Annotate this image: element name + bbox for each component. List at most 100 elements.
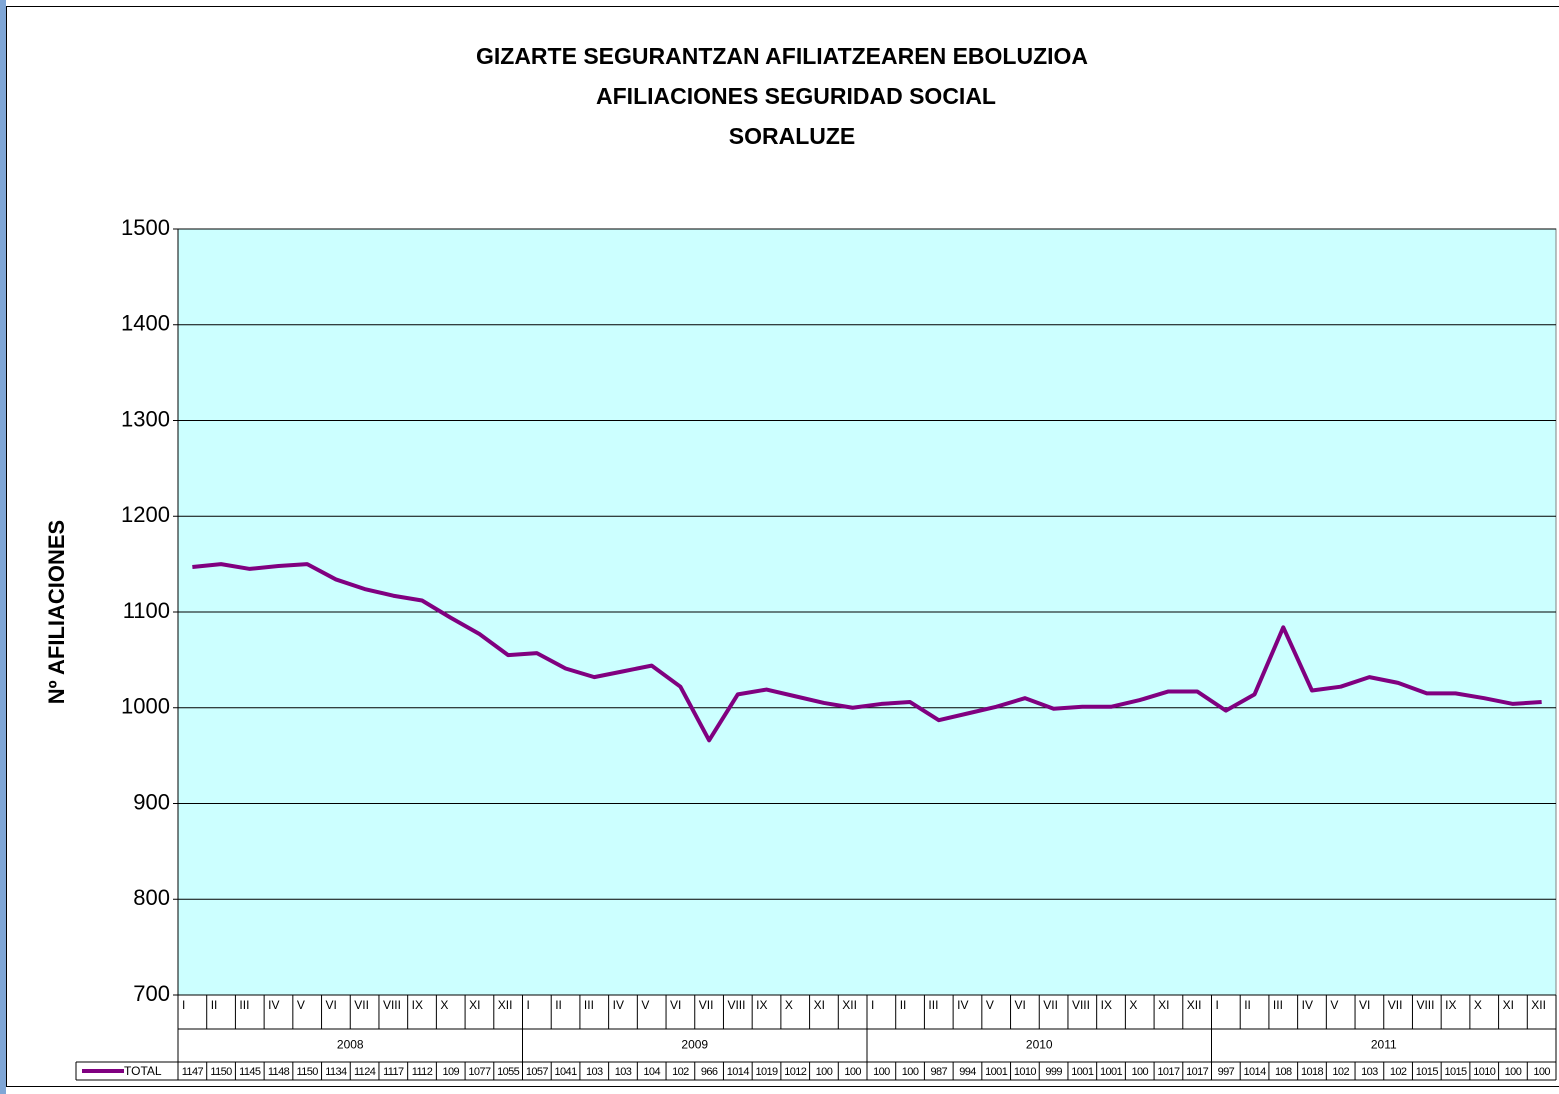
- x-tick-label: I: [182, 998, 185, 1012]
- table-value: 1148: [268, 1066, 290, 1078]
- table-value: 1001: [1071, 1066, 1094, 1078]
- x-tick-label: IV: [957, 998, 968, 1012]
- chart-border: [6, 6, 1559, 1087]
- x-tick-label: XII: [1531, 998, 1546, 1012]
- x-tick-label: V: [1330, 998, 1338, 1012]
- x-tick-label: II: [555, 998, 562, 1012]
- table-value: 1055: [497, 1066, 520, 1078]
- year-label: 2008: [337, 1038, 364, 1052]
- table-value: 1041: [555, 1066, 578, 1078]
- x-tick-label: XI: [1158, 998, 1169, 1012]
- table-value: 1019: [755, 1066, 778, 1078]
- chart-title: SORALUZE: [729, 123, 856, 149]
- x-tick-label: II: [1244, 998, 1251, 1012]
- table-value: 966: [701, 1066, 718, 1078]
- data-line: [192, 562, 1542, 743]
- table-value: 100: [902, 1066, 919, 1078]
- x-tick-label: VI: [1359, 998, 1370, 1012]
- x-tick-label: XII: [842, 998, 857, 1012]
- table-value: 994: [959, 1066, 976, 1078]
- table-value: 103: [615, 1066, 632, 1078]
- x-tick-label: XII: [498, 998, 513, 1012]
- x-tick-label: III: [928, 998, 938, 1012]
- x-tick-label: V: [986, 998, 994, 1012]
- table-value: 1014: [1244, 1066, 1267, 1078]
- table-value: 1117: [383, 1066, 404, 1078]
- x-tick-label: VI: [1015, 998, 1026, 1012]
- table-value: 1010: [1014, 1066, 1037, 1078]
- year-label: 2009: [681, 1038, 708, 1052]
- x-tick-label: X: [1129, 998, 1137, 1012]
- x-tick-label: VIII: [1072, 998, 1090, 1012]
- x-tick-label: XI: [469, 998, 480, 1012]
- table-value: 1017: [1186, 1066, 1209, 1078]
- x-tick-label: IV: [268, 998, 279, 1012]
- legend-label: TOTAL: [124, 1064, 162, 1078]
- x-tick-label: XII: [1187, 998, 1202, 1012]
- x-tick-label: VIII: [383, 998, 401, 1012]
- table-value: 1145: [239, 1066, 261, 1078]
- y-axis-label: Nº AFILIACIONES: [44, 520, 69, 704]
- table-value: 103: [586, 1066, 603, 1078]
- table-value: 100: [1131, 1066, 1148, 1078]
- x-tick-label: X: [440, 998, 448, 1012]
- table-value: 1112: [412, 1066, 433, 1078]
- x-tick-label: V: [297, 998, 305, 1012]
- table-value: 100: [1533, 1066, 1550, 1078]
- x-tick-label: VI: [326, 998, 337, 1012]
- table-value: 109: [442, 1066, 459, 1078]
- y-tick-label: 900: [133, 789, 170, 814]
- table-value: 1010: [1473, 1066, 1496, 1078]
- table-value: 1150: [297, 1066, 319, 1078]
- x-tick-label: VIII: [1416, 998, 1434, 1012]
- y-tick-label: 700: [133, 981, 170, 1006]
- x-tick-label: X: [1474, 998, 1482, 1012]
- chart-title: GIZARTE SEGURANTZAN AFILIATZEAREN EBOLUZ…: [476, 43, 1088, 69]
- table-value: 1001: [985, 1066, 1008, 1078]
- x-tick-label: IX: [756, 998, 767, 1012]
- table-value: 999: [1045, 1066, 1062, 1078]
- table-value: 1134: [325, 1066, 347, 1078]
- x-tick-label: VII: [1388, 998, 1403, 1012]
- table-value: 1150: [210, 1066, 232, 1078]
- table-value: 104: [643, 1066, 660, 1078]
- table-value: 1017: [1157, 1066, 1180, 1078]
- table-value: 1124: [354, 1066, 376, 1078]
- table-value: 102: [1390, 1066, 1407, 1078]
- year-label: 2011: [1371, 1038, 1397, 1052]
- table-value: 103: [1361, 1066, 1378, 1078]
- x-tick-label: I: [527, 998, 530, 1012]
- table-value: 100: [1505, 1066, 1522, 1078]
- table-value: 997: [1218, 1066, 1235, 1078]
- table-value: 987: [930, 1066, 947, 1078]
- x-tick-label: VII: [1043, 998, 1058, 1012]
- x-tick-label: II: [211, 998, 218, 1012]
- table-value: 1001: [1100, 1066, 1123, 1078]
- table-value: 1012: [784, 1066, 807, 1078]
- y-tick-label: 1500: [121, 215, 170, 240]
- x-tick-label: VIII: [727, 998, 745, 1012]
- x-tick-label: VII: [699, 998, 714, 1012]
- x-tick-label: I: [1216, 998, 1219, 1012]
- x-tick-label: VII: [354, 998, 369, 1012]
- y-tick-label: 1200: [121, 502, 170, 527]
- x-tick-label: IV: [1302, 998, 1313, 1012]
- x-tick-label: XI: [1503, 998, 1514, 1012]
- x-tick-label: X: [785, 998, 793, 1012]
- table-value: 1014: [727, 1066, 750, 1078]
- x-tick-label: IX: [412, 998, 423, 1012]
- table-value: 100: [816, 1066, 833, 1078]
- x-tick-label: IX: [1445, 998, 1456, 1012]
- y-tick-label: 1300: [121, 406, 170, 431]
- table-value: 100: [873, 1066, 890, 1078]
- table-value: 108: [1275, 1066, 1292, 1078]
- y-tick-label: 1400: [121, 311, 170, 336]
- chart-title: AFILIACIONES SEGURIDAD SOCIAL: [596, 83, 996, 109]
- y-tick-label: 1100: [123, 598, 170, 623]
- x-tick-label: I: [871, 998, 874, 1012]
- table-value: 1057: [526, 1066, 549, 1078]
- y-tick-label: 1000: [121, 694, 170, 719]
- table-value: 1015: [1444, 1066, 1467, 1078]
- x-tick-label: V: [641, 998, 649, 1012]
